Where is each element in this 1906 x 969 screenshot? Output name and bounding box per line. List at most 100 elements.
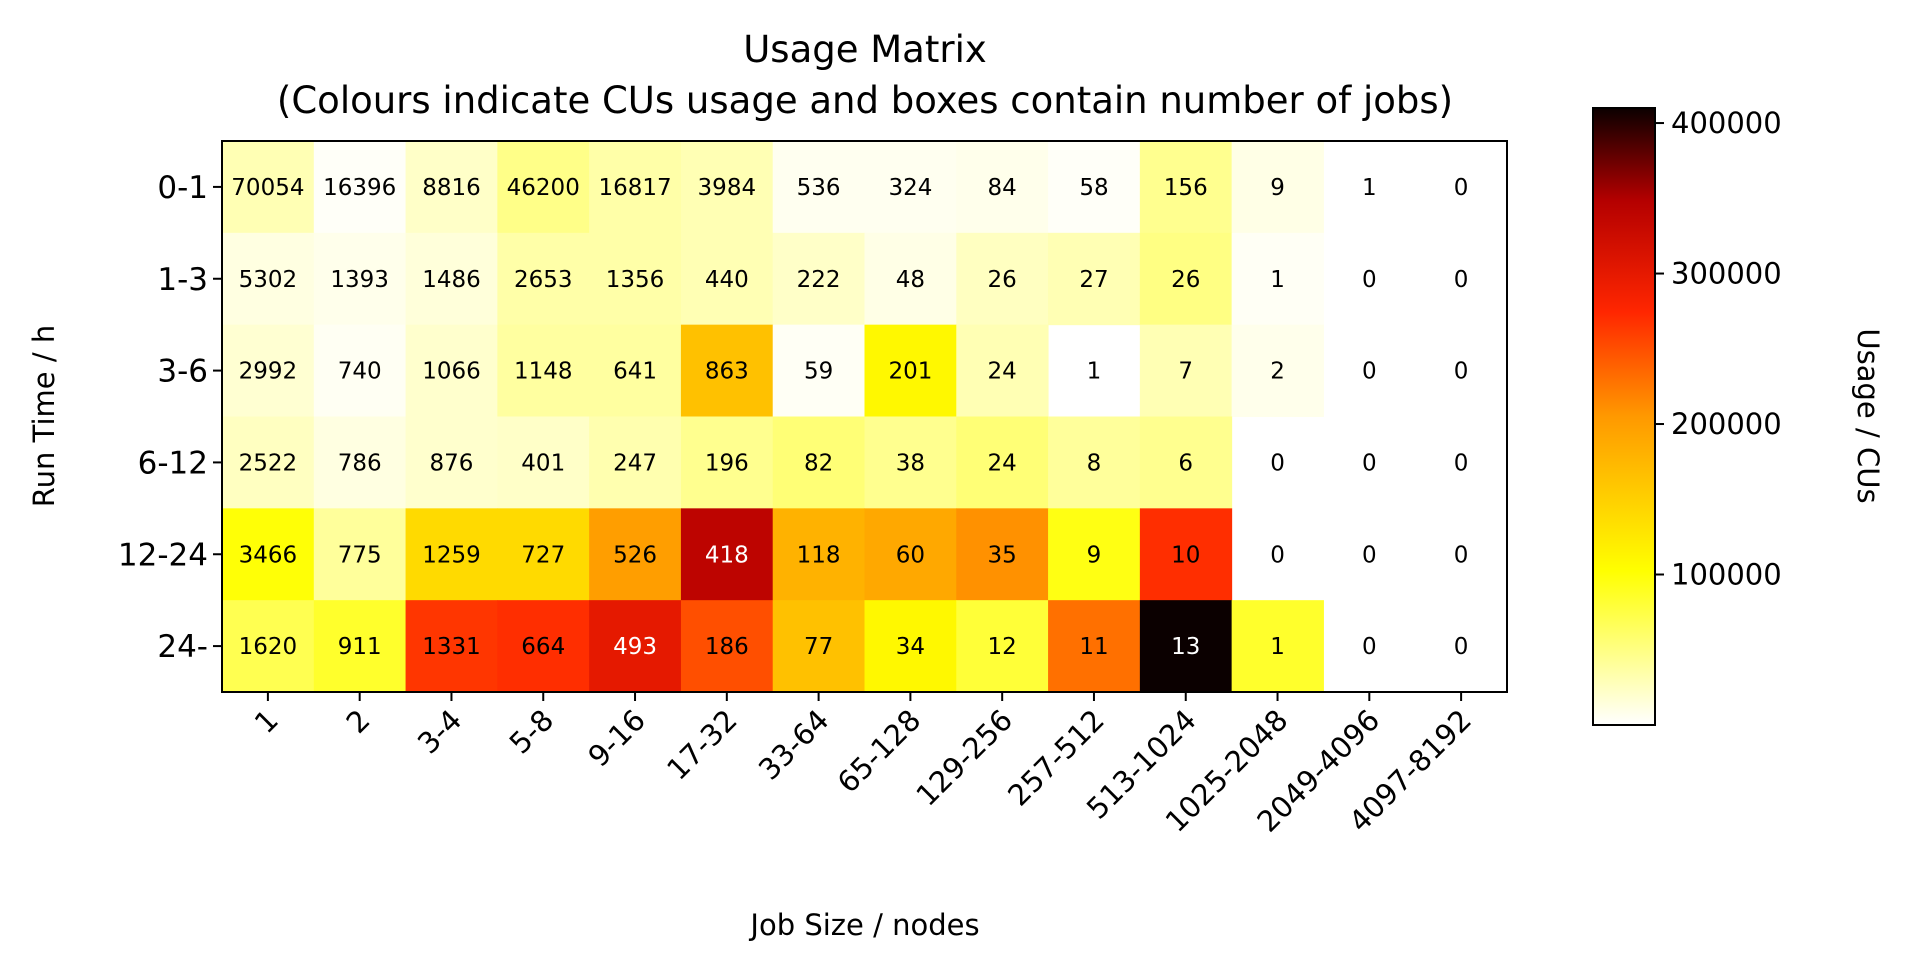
x-axis-label: Job Size / nodes [748, 908, 979, 942]
cell-job-count: 27 [1079, 267, 1108, 293]
cell-job-count: 1148 [514, 359, 573, 385]
cell-job-count: 201 [888, 359, 932, 385]
heatmap-cell [680, 324, 774, 417]
heatmap-cell [497, 600, 590, 693]
cell-job-count: 1356 [606, 267, 665, 293]
cell-job-count: 324 [888, 175, 932, 201]
cell-job-count: 0 [1270, 450, 1285, 476]
y-tick-label: 24- [157, 629, 208, 665]
cell-job-count: 1486 [422, 267, 481, 293]
heatmap-cell [589, 508, 682, 601]
heatmap-cell [222, 508, 315, 601]
cell-job-count: 786 [338, 450, 382, 476]
colorbar-tick-label: 200000 [1671, 407, 1782, 441]
cell-job-count: 0 [1454, 267, 1469, 293]
cell-job-count: 3984 [698, 175, 757, 201]
cell-job-count: 7 [1178, 359, 1193, 385]
cell-job-count: 118 [797, 542, 841, 568]
heatmap-cell [1139, 508, 1233, 601]
heatmap-cell [1048, 508, 1141, 601]
heatmap-cell [589, 141, 682, 234]
heatmap-cell [1139, 141, 1233, 234]
heatmap-cell [772, 232, 865, 326]
heatmap-cell [589, 600, 682, 693]
cell-job-count: 10 [1171, 542, 1200, 568]
y-axis-label: Run Time / h [27, 325, 61, 507]
heatmap-cell [222, 324, 315, 417]
cell-job-count: 775 [338, 542, 382, 568]
heatmap-cell [956, 508, 1049, 601]
cell-job-count: 727 [521, 542, 565, 568]
heatmap-cell [1139, 232, 1233, 326]
cell-job-count: 60 [896, 542, 925, 568]
heatmap-cell [222, 600, 315, 693]
cell-job-count: 911 [338, 634, 382, 660]
cell-job-count: 82 [804, 450, 833, 476]
heatmap-cell [222, 141, 315, 234]
cell-job-count: 1331 [422, 634, 481, 660]
heatmap-cell [956, 232, 1049, 326]
heatmap-cells [222, 141, 1324, 693]
heatmap-cell [313, 141, 407, 234]
cell-job-count: 1 [1270, 267, 1285, 293]
cell-job-count: 0 [1362, 450, 1377, 476]
cell-job-count: 35 [988, 542, 1017, 568]
heatmap-cell [1139, 416, 1233, 509]
cell-job-count: 24 [988, 450, 1017, 476]
heatmap-cell [1048, 600, 1141, 693]
heatmap-cell [1048, 416, 1141, 509]
cell-job-count: 440 [705, 267, 749, 293]
cell-job-count: 1259 [422, 542, 481, 568]
cell-job-count: 2 [1270, 359, 1285, 385]
x-tick-label: 2 [340, 703, 377, 740]
cell-job-count: 13 [1171, 634, 1200, 660]
heatmap-cell [497, 324, 590, 417]
cell-job-count: 6 [1178, 450, 1193, 476]
cell-job-count: 84 [988, 175, 1017, 201]
heatmap-cell [680, 232, 774, 326]
cell-job-count: 536 [797, 175, 841, 201]
heatmap-cell [680, 416, 774, 509]
heatmap-cell [222, 232, 315, 326]
colorbar-tick-label: 400000 [1671, 106, 1782, 140]
x-tick-label: 1 [248, 703, 285, 740]
cell-job-count: 58 [1079, 175, 1108, 201]
heatmap-cell [864, 232, 957, 326]
y-axis-ticks: 0-1 1-3 3-6 6-12 12-24 24- [118, 170, 222, 665]
cell-job-count: 5302 [239, 267, 298, 293]
heatmap-cell [405, 416, 498, 509]
cell-job-count: 1620 [239, 634, 298, 660]
heatmap-cell [313, 508, 407, 601]
cell-job-count: 186 [705, 634, 749, 660]
heatmap-cell [1048, 232, 1141, 326]
cell-job-count: 418 [705, 542, 749, 568]
plot-frame [221, 140, 1508, 693]
cell-job-count: 222 [797, 267, 841, 293]
heatmap-cell [864, 600, 957, 693]
heatmap-cell [772, 141, 865, 234]
heatmap-cell [405, 141, 498, 234]
chart-subtitle: (Colours indicate CUs usage and boxes co… [277, 79, 1453, 122]
cell-job-count: 876 [430, 450, 474, 476]
x-axis-ticks: 1 2 3-4 5-8 9-16 17-32 33-6465-128129-256257-5… [248, 692, 1478, 839]
cell-job-count: 11 [1079, 634, 1108, 660]
colorbar [1592, 107, 1656, 726]
heatmap-cell [956, 141, 1049, 234]
heatmap-cell [313, 324, 407, 417]
heatmap-cell [1048, 141, 1141, 234]
heatmap-cell [497, 232, 590, 326]
colorbar-tick-label: 100000 [1671, 558, 1782, 592]
heatmap-cell [772, 324, 865, 417]
cell-job-count: 46200 [507, 175, 580, 201]
cell-job-count: 156 [1164, 175, 1208, 201]
heatmap-cell [772, 416, 865, 509]
cell-job-count: 0 [1454, 542, 1469, 568]
cell-job-count: 59 [804, 359, 833, 385]
x-tick-label: 5-8 [503, 703, 561, 761]
colorbar-tick-label: 300000 [1671, 257, 1782, 291]
cell-job-count: 0 [1362, 542, 1377, 568]
heatmap-cell [956, 324, 1049, 417]
cell-job-count: 3466 [239, 542, 298, 568]
heatmap-cell [405, 600, 498, 693]
